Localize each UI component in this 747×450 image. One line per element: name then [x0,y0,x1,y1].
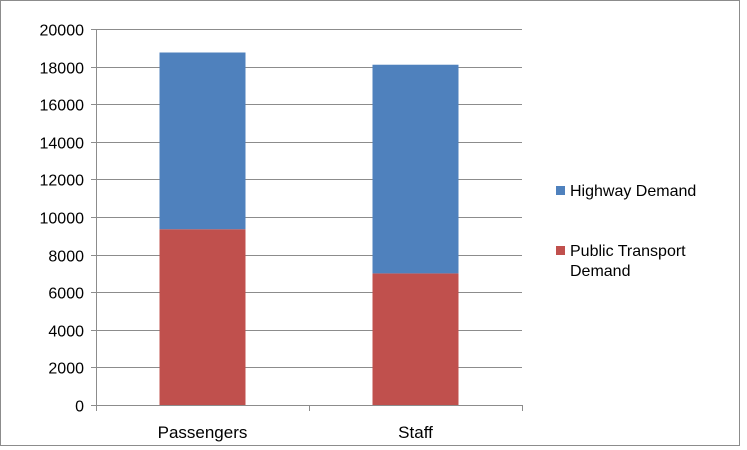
x-category-label: Passengers [158,423,248,442]
y-tick-label: 0 [75,399,84,416]
bar-segment [372,64,459,274]
bar-segment [372,273,459,405]
legend-label: Highway Demand [570,183,696,200]
axes: 0 2000 4000 6000 8000 10000 12000 14000 16000 180… [40,23,523,442]
y-tick-label: 18000 [40,61,85,78]
bars [159,52,459,405]
legend-swatch [556,246,565,255]
bar-segment [159,229,246,405]
y-tick-label: 8000 [48,249,84,266]
y-tick-label: 6000 [48,286,84,303]
y-tick-label: 16000 [40,98,85,115]
y-tick-label: 4000 [48,324,84,341]
y-tick-label: 14000 [40,136,85,153]
y-tick-label: 10000 [40,211,85,228]
legend-label: Demand [570,263,630,280]
legend-label: Public Transport [570,243,686,260]
x-category-label: Staff [398,423,433,442]
legend-swatch [556,186,565,195]
y-tick-label: 20000 [40,23,85,40]
legend: Highway Demand Public Transport Demand [556,183,696,280]
y-tick-label: 12000 [40,173,85,190]
bar-segment [159,52,246,230]
y-tick-label: 2000 [48,361,84,378]
